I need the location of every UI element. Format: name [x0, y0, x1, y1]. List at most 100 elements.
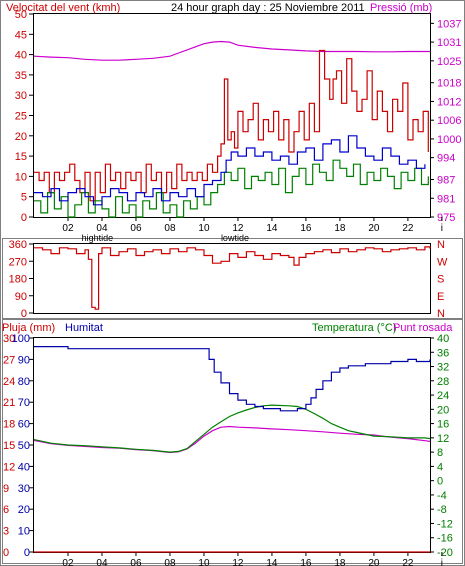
wind-x-tick-label: 16	[300, 223, 312, 234]
pressure-tick-label: 1006	[437, 115, 461, 127]
climate-x-tick-label: 14	[266, 558, 278, 566]
wind-x-tick-label: 14	[266, 223, 278, 234]
climate-x-tick-label: 20	[368, 558, 380, 566]
temperature-axis-title: Temperatura (°C)	[312, 322, 396, 334]
wind-x-tick-label: 12	[232, 223, 244, 234]
climate-x-tick-label: 10	[198, 558, 210, 566]
temperature-tick-label: -16	[437, 533, 453, 545]
compass-label: E	[437, 291, 444, 303]
temperature-tick-label: 28	[437, 376, 449, 388]
temperature-line	[33, 404, 431, 453]
wind-x-tick-label: 18	[334, 223, 346, 234]
climate-plot-area	[33, 337, 431, 553]
temperature-tick-label: 24	[437, 390, 449, 402]
compass-label: S	[437, 274, 444, 286]
wind-tide-label: hightide	[82, 233, 114, 243]
temperature-tick-label: 32	[437, 362, 449, 374]
pressure-tick-label: 1025	[437, 56, 461, 68]
humidity-tick-label: 30	[18, 483, 30, 495]
wind-y-tick-label: 20	[15, 131, 27, 143]
humidity-tick-label: 70	[18, 397, 30, 409]
rain-tick-label: 12	[3, 461, 15, 473]
wind-plot-area	[33, 13, 431, 218]
chart-title: 24 hour graph day : 25 Noviembre 2011	[171, 2, 365, 14]
climate-x-tick-label: 08	[164, 558, 176, 566]
wind-x-tick-label: 04	[96, 223, 108, 234]
wind-y-tick-label: 45	[15, 29, 27, 41]
wind-x-tick-label: 22	[402, 223, 414, 234]
temperature-tick-label: 36	[437, 347, 449, 359]
pressure-tick-label: 1018	[437, 78, 461, 90]
dewpoint-axis-title: Punt rosada	[393, 322, 453, 334]
temperature-tick-label: -12	[437, 518, 453, 530]
rain-tick-label: 30	[3, 333, 15, 345]
direction-tick-label: 360	[9, 239, 27, 251]
compass-label: W	[437, 256, 448, 268]
rain-tick-label: 9	[3, 483, 9, 495]
pressure-tick-label: 1000	[437, 134, 461, 146]
wind-x-tick-label: 02	[62, 223, 74, 234]
humidity-tick-label: 50	[18, 440, 30, 452]
humidity-tick-label: 100	[12, 333, 30, 345]
rain-tick-label: 3	[3, 526, 9, 538]
compass-label: N	[437, 239, 445, 251]
pressure-tick-label: 1012	[437, 96, 461, 108]
wind-direction-line	[34, 246, 431, 310]
temperature-tick-label: 12	[437, 433, 449, 445]
humidity-line	[34, 346, 431, 412]
humidity-tick-label: 90	[18, 354, 30, 366]
wind-y-tick-label: 30	[15, 90, 27, 102]
wind-y-tick-label: 25	[15, 111, 27, 123]
wind-average-line	[34, 135, 426, 206]
climate-x-tick-label: 18	[334, 558, 346, 566]
direction-tick-label: 270	[9, 256, 27, 268]
direction-tick-label: 0	[21, 308, 27, 320]
wind-y-tick-label: 35	[15, 70, 27, 82]
temperature-tick-label: 4	[437, 461, 443, 473]
bottom-frame	[2, 319, 463, 564]
temperature-tick-label: -20	[437, 547, 453, 559]
rain-tick-label: 0	[3, 547, 9, 559]
climate-x-tick-label: 06	[130, 558, 142, 566]
rain-tick-label: 15	[3, 440, 15, 452]
wind-x-tick-label: i	[441, 223, 443, 234]
climate-x-tick-label: 12	[232, 558, 244, 566]
temperature-tick-label: -8	[437, 504, 447, 516]
pressure-tick-label: 1037	[437, 18, 461, 30]
pressure-tick-label: 994	[437, 153, 455, 165]
temperature-tick-label: 8	[437, 447, 443, 459]
climate-x-tick-label: 04	[96, 558, 108, 566]
humidity-tick-label: 10	[18, 526, 30, 538]
direction-tick-label: 90	[15, 291, 27, 303]
rain-tick-label: 18	[3, 419, 15, 431]
climate-x-tick-label: 22	[402, 558, 414, 566]
pressure-tick-label: 981	[437, 193, 455, 205]
climate-x-tick-label: 16	[300, 558, 312, 566]
direction-plot-area	[33, 243, 431, 314]
temperature-tick-label: 0	[437, 476, 443, 488]
wind-x-tick-label: 10	[198, 223, 210, 234]
humidity-tick-label: 40	[18, 461, 30, 473]
humidity-tick-label: 20	[18, 504, 30, 516]
humidity-axis-title: Humitat	[65, 322, 103, 334]
climate-x-tick-label: i	[441, 558, 443, 566]
wind-x-tick-label: 20	[368, 223, 380, 234]
temperature-tick-label: 40	[437, 333, 449, 345]
pressure-tick-label: 987	[437, 175, 455, 187]
wind-y-tick-label: 40	[15, 50, 27, 62]
temperature-tick-label: -4	[437, 490, 447, 502]
temperature-tick-label: 16	[437, 419, 449, 431]
rain-tick-label: 27	[3, 354, 15, 366]
humidity-tick-label: 0	[24, 547, 30, 559]
compass-label: N	[437, 308, 445, 320]
wind-tide-label: lowtide	[221, 233, 249, 243]
pressure-tick-label: 1031	[437, 37, 461, 49]
wind-x-tick-label: 08	[164, 223, 176, 234]
rain-tick-label: 21	[3, 397, 15, 409]
rain-axis-title: Pluja (mm)	[2, 322, 55, 334]
wind-gust-line	[34, 49, 429, 202]
wind-x-tick-label: 06	[130, 223, 142, 234]
direction-frame	[2, 238, 463, 319]
